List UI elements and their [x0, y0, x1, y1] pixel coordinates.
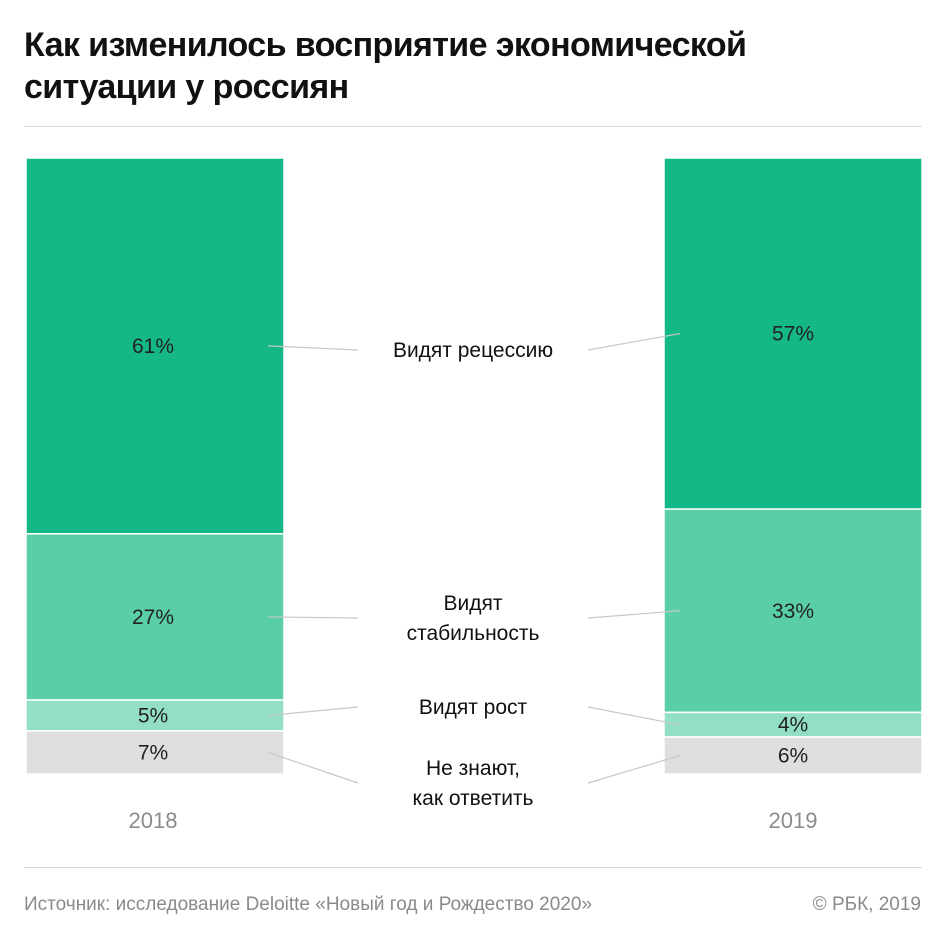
bar-segment-2019-2 — [663, 508, 923, 714]
value-label-2018-4: 7% — [138, 741, 168, 764]
series-label-3-line-1: Видят рост — [419, 696, 528, 719]
series-label-2-line-1: Видят — [444, 592, 503, 615]
top-divider — [24, 126, 922, 127]
value-label-2019-3: 4% — [778, 714, 808, 737]
copyright-note: © РБК, 2019 — [812, 894, 921, 915]
bar-segment-2018-4 — [25, 730, 285, 775]
series-label-4-line-2: как ответить — [413, 787, 534, 810]
leader-line-left-3 — [267, 706, 359, 717]
leader-line-left-2 — [267, 616, 359, 619]
value-label-2019-1: 57% — [772, 323, 814, 346]
value-label-2018-3: 5% — [138, 704, 168, 727]
bottom-divider — [24, 867, 922, 868]
bar-segment-2018-3 — [25, 699, 285, 732]
leader-line-left-4 — [267, 751, 359, 784]
value-label-2019-2: 33% — [772, 600, 814, 623]
bar-segment-2019-1 — [663, 157, 923, 510]
source-note: Источник: исследование Deloitte «Новый г… — [24, 894, 593, 915]
leader-line-right-4 — [587, 754, 681, 784]
series-label-4-line-1: Не знают, — [426, 757, 520, 780]
bar-segment-2018-2 — [25, 533, 285, 701]
x-tick-label-2018: 2018 — [129, 808, 178, 833]
value-label-2019-4: 6% — [778, 745, 808, 768]
leader-line-right-3 — [587, 706, 681, 726]
value-label-2018-2: 27% — [132, 606, 174, 629]
value-label-2018-1: 61% — [132, 335, 174, 358]
chart-title: Как изменилось восприятие экономической … — [24, 26, 747, 106]
leader-line-right-2 — [587, 610, 681, 619]
series-label-2-line-2: стабильность — [407, 622, 540, 645]
series-label-1-line-1: Видят рецессию — [393, 339, 553, 362]
leader-line-left-1 — [267, 345, 359, 351]
bar-segment-2019-4 — [663, 736, 923, 775]
x-tick-label-2019: 2019 — [769, 808, 818, 833]
leader-line-right-1 — [587, 332, 681, 351]
bar-segment-2018-1 — [25, 157, 285, 535]
